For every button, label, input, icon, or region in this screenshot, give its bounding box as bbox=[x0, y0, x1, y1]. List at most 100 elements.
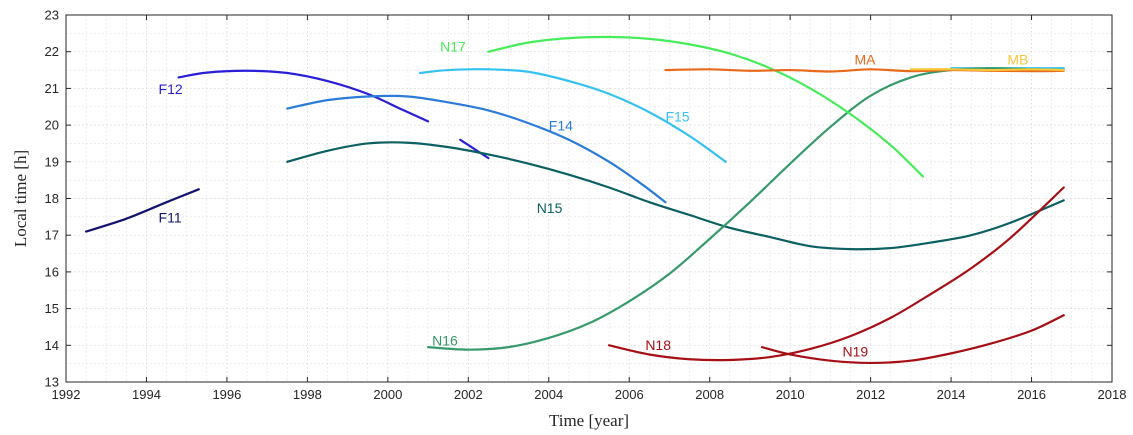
data-point-n16 bbox=[749, 201, 751, 204]
series-label-n15: N15 bbox=[537, 200, 563, 216]
data-point-n16 bbox=[507, 346, 510, 349]
data-point-f15 bbox=[688, 135, 691, 138]
data-point-n15 bbox=[648, 201, 651, 204]
data-point-n17 bbox=[809, 87, 812, 90]
data-point-n15 bbox=[608, 186, 611, 189]
data-point-n15 bbox=[970, 234, 973, 237]
series-label-n18: N18 bbox=[645, 337, 671, 353]
series-line-n18 bbox=[608, 186, 1065, 362]
data-point-ma bbox=[789, 69, 792, 71]
data-point-ma bbox=[869, 68, 872, 71]
data-point-n16 bbox=[990, 67, 993, 70]
data-point-n19 bbox=[990, 342, 993, 345]
data-point-f12 bbox=[205, 71, 208, 74]
series-line-f11 bbox=[85, 188, 200, 233]
data-point-n18 bbox=[648, 353, 651, 356]
data-point-n17 bbox=[849, 113, 852, 115]
data-point-ma bbox=[829, 70, 832, 73]
data-point-n17 bbox=[527, 41, 530, 44]
data-point-n15 bbox=[809, 245, 812, 248]
x-tick-label: 2004 bbox=[534, 387, 563, 402]
data-point-n16 bbox=[588, 322, 590, 325]
data-point-n15 bbox=[889, 247, 892, 249]
x-tick-label: 2018 bbox=[1098, 387, 1127, 402]
data-point-n19 bbox=[869, 362, 872, 364]
x-tick-label: 1994 bbox=[132, 387, 161, 402]
data-point-n16 bbox=[708, 237, 711, 240]
y-tick-label: 15 bbox=[45, 301, 59, 316]
data-point-f15 bbox=[447, 69, 450, 71]
y-axis: 13 14 15 16 17 18 19 20 21 22 23 bbox=[45, 8, 1112, 390]
series-line-n15 bbox=[286, 141, 1065, 251]
series-line-mb bbox=[909, 68, 1065, 72]
x-axis-title: Time [year] bbox=[549, 411, 629, 430]
data-point-f12 bbox=[487, 157, 490, 160]
data-point-n18 bbox=[1062, 186, 1065, 189]
data-point-n18 bbox=[889, 316, 892, 319]
data-point-f14 bbox=[527, 122, 530, 125]
data-point-n18 bbox=[769, 356, 771, 358]
x-tick-label: 2014 bbox=[937, 387, 966, 402]
series-line-f12 bbox=[459, 138, 490, 160]
data-point-n15 bbox=[447, 146, 450, 149]
x-tick-label: 2006 bbox=[615, 387, 644, 402]
data-point-f14 bbox=[407, 95, 409, 98]
data-point-f12 bbox=[326, 80, 329, 82]
data-point-n16 bbox=[869, 94, 872, 97]
y-tick-label: 18 bbox=[45, 191, 59, 206]
data-point-mb bbox=[990, 69, 993, 71]
series-line-n19 bbox=[760, 314, 1065, 365]
data-point-ma bbox=[909, 70, 912, 73]
data-point-n15 bbox=[527, 162, 530, 165]
x-tick-label: 2000 bbox=[373, 387, 402, 402]
data-point-mb bbox=[950, 68, 952, 71]
data-point-f15 bbox=[487, 68, 490, 71]
data-point-f11 bbox=[197, 188, 200, 191]
data-point-f14 bbox=[567, 138, 570, 141]
data-point-f14 bbox=[447, 101, 450, 104]
y-tick-label: 23 bbox=[45, 8, 59, 23]
data-point-f11 bbox=[165, 201, 168, 204]
data-point-f14 bbox=[664, 201, 667, 204]
series-label-n17: N17 bbox=[440, 39, 466, 55]
x-tick-label: 2002 bbox=[454, 387, 483, 402]
data-point-f12 bbox=[459, 138, 462, 141]
data-point-n17 bbox=[922, 175, 924, 178]
data-point-n17 bbox=[608, 36, 611, 38]
data-point-n15 bbox=[286, 160, 289, 163]
data-point-f12 bbox=[366, 93, 369, 95]
data-point-f15 bbox=[648, 111, 651, 114]
data-point-n17 bbox=[889, 144, 892, 147]
data-point-f15 bbox=[724, 160, 727, 163]
series-line-f12 bbox=[177, 69, 430, 123]
series-label-f14: F14 bbox=[549, 118, 573, 134]
data-point-f15 bbox=[567, 80, 570, 82]
data-point-n17 bbox=[648, 37, 651, 40]
data-point-n18 bbox=[1010, 236, 1013, 238]
data-point-n15 bbox=[688, 214, 691, 216]
series-line-n16 bbox=[426, 67, 1065, 351]
data-point-n16 bbox=[427, 346, 429, 349]
y-tick-label: 21 bbox=[45, 81, 59, 96]
x-tick-label: 1998 bbox=[293, 387, 322, 402]
y-tick-label: 13 bbox=[45, 375, 59, 390]
y-tick-label: 16 bbox=[45, 264, 59, 279]
data-point-n15 bbox=[769, 236, 771, 238]
series-label-ma: MA bbox=[855, 52, 877, 68]
x-axis: 1992 1994 1996 1998 2000 2002 2004 2006 2008 2010… bbox=[52, 15, 1127, 402]
data-point-ma bbox=[664, 69, 667, 71]
series-label-f12: F12 bbox=[159, 81, 183, 97]
data-point-f12 bbox=[246, 69, 248, 72]
data-point-n15 bbox=[1062, 199, 1065, 202]
x-tick-label: 2016 bbox=[1017, 387, 1046, 402]
series-label-f15: F15 bbox=[665, 108, 689, 124]
data-point-n18 bbox=[970, 267, 973, 270]
data-point-n15 bbox=[366, 142, 369, 145]
series-line-n17 bbox=[487, 35, 925, 178]
data-point-f11 bbox=[125, 217, 128, 220]
y-tick-label: 17 bbox=[45, 228, 59, 243]
data-point-n15 bbox=[1010, 221, 1013, 224]
data-point-mb bbox=[1030, 68, 1033, 71]
data-point-n19 bbox=[909, 359, 912, 362]
data-point-n19 bbox=[1030, 329, 1033, 332]
